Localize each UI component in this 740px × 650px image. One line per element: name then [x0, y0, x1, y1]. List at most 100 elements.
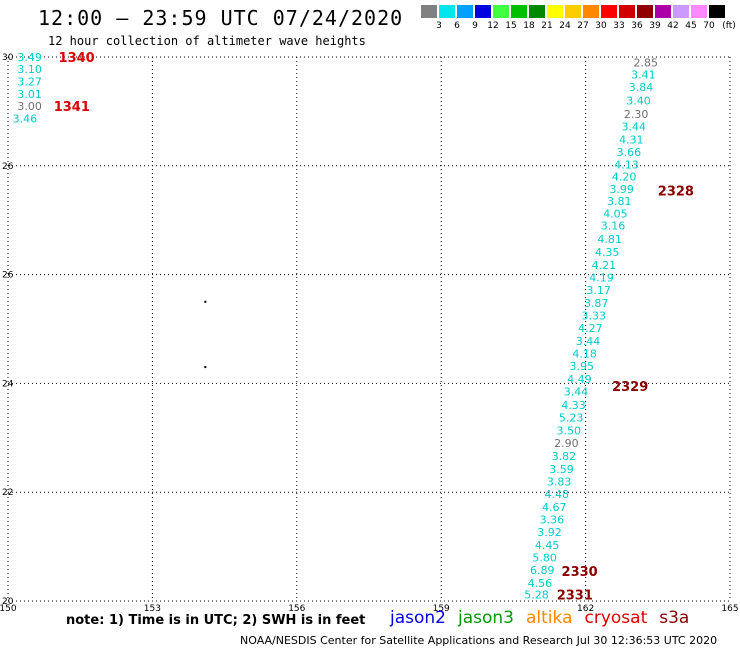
scale-swatch	[529, 5, 545, 18]
scale-label: 70	[703, 21, 715, 31]
scale-label: 3	[436, 21, 442, 31]
swh-value: 4.31	[619, 134, 644, 147]
x-tick-label: 150	[0, 604, 17, 614]
scale-swatch	[457, 5, 473, 18]
swh-value: 3.44	[564, 386, 589, 399]
swh-value: 4.21	[592, 259, 617, 272]
scale-label: 18	[523, 21, 535, 31]
swh-value: 3.59	[549, 463, 574, 476]
scale-swatch	[583, 5, 599, 18]
x-tick-label: 153	[144, 604, 161, 614]
scale-swatch	[709, 5, 725, 18]
swh-value: 4.20	[612, 171, 637, 184]
swh-value: 3.41	[631, 68, 656, 81]
scale-label: 39	[649, 21, 661, 31]
scale-swatch	[547, 5, 563, 18]
scale-swatch	[673, 5, 689, 18]
mission-legend-item: cryosat	[584, 608, 648, 628]
mission-legend-item: jason2	[390, 608, 446, 628]
swh-value: 3.17	[586, 284, 611, 297]
time-label: 2329	[612, 380, 648, 395]
swh-value: 3.27	[17, 75, 42, 88]
swh-value: 5.28	[524, 588, 549, 601]
scale-label: 6	[454, 21, 460, 31]
scale-label: 27	[577, 21, 589, 31]
swh-value: 3.92	[537, 526, 562, 539]
swh-value: 3.83	[547, 475, 572, 488]
swh-value: 4.45	[535, 539, 560, 552]
scale-swatch	[421, 5, 437, 18]
mission-legend-item: s3a	[659, 608, 690, 628]
scale-swatch	[619, 5, 635, 18]
swh-value: 3.10	[17, 63, 42, 76]
swh-value: 3.50	[557, 425, 582, 438]
swh-value: 3.00	[17, 100, 42, 113]
y-tick-label: 20	[2, 597, 14, 607]
footer-credit: NOAA/NESDIS Center for Satellite Applica…	[240, 634, 718, 647]
x-tick-label: 159	[433, 604, 450, 614]
scale-unit: (ft)	[722, 21, 736, 31]
swh-value: 3.44	[576, 335, 601, 348]
y-tick-label: 26	[2, 271, 14, 281]
island-marker	[204, 300, 207, 303]
scale-label: 33	[613, 21, 625, 31]
scale-swatch	[475, 5, 491, 18]
scale-swatch	[439, 5, 455, 18]
scale-swatch	[691, 5, 707, 18]
swh-value: 4.67	[542, 501, 567, 514]
scale-swatch	[565, 5, 581, 18]
x-tick-label: 162	[577, 604, 594, 614]
swh-value: 2.85	[634, 56, 659, 69]
scale-label: 21	[541, 21, 553, 31]
scale-label: 15	[505, 21, 517, 31]
swh-value: 4.33	[561, 399, 586, 412]
scale-label: 9	[472, 21, 478, 31]
swh-value: 3.82	[552, 450, 577, 463]
scale-swatch	[601, 5, 617, 18]
swh-value: 3.46	[13, 112, 38, 125]
scale-label: 24	[559, 21, 571, 31]
x-tick-label: 165	[721, 604, 738, 614]
time-label: 2330	[562, 565, 598, 580]
y-tick-label: 26	[2, 162, 14, 172]
swh-value: 3.44	[621, 121, 646, 134]
swh-value: 4.35	[595, 246, 620, 259]
swh-value: 3.16	[601, 220, 626, 233]
x-tick-label: 156	[288, 604, 305, 614]
y-tick-label: 24	[2, 379, 14, 389]
scale-swatch	[637, 5, 653, 18]
swh-value: 4.19	[589, 271, 614, 284]
island-marker	[204, 366, 207, 369]
swh-value: 4.27	[578, 322, 603, 335]
scale-label: 42	[667, 21, 679, 31]
swh-value: 3.81	[607, 195, 632, 208]
swh-value: 3.36	[540, 513, 565, 526]
scale-label: 36	[631, 21, 643, 31]
page-title: 12:00 – 23:59 UTC 07/24/2020	[38, 6, 404, 30]
scale-swatch	[511, 5, 527, 18]
swh-value: 5.23	[559, 412, 584, 425]
mission-legend: jason2 jason3 altika cryosat s3a	[390, 608, 701, 628]
scale-swatch	[493, 5, 509, 18]
swh-value: 3.40	[626, 95, 651, 108]
swh-value: 3.95	[569, 360, 594, 373]
mission-legend-item: jason3	[458, 608, 514, 628]
swh-value: 6.89	[530, 564, 555, 577]
page-subtitle: 12 hour collection of altimeter wave hei…	[48, 34, 366, 48]
scale-label: 12	[487, 21, 499, 31]
swh-value: 4.05	[603, 208, 628, 221]
swh-value: 3.87	[584, 297, 609, 310]
swh-value: 4.18	[572, 347, 597, 360]
scale-label: 45	[685, 21, 697, 31]
time-label: 2331	[557, 588, 593, 603]
swh-value: 2.90	[554, 437, 579, 450]
swh-value: 4.48	[544, 488, 569, 501]
swh-value: 4.49	[567, 373, 592, 386]
swh-value: 2.30	[624, 108, 649, 121]
mission-legend-item: altika	[526, 608, 573, 628]
y-tick-label: 22	[2, 488, 13, 498]
swh-value: 3.33	[582, 309, 607, 322]
swh-value: 3.99	[609, 183, 634, 196]
swh-value: 4.56	[528, 577, 553, 590]
